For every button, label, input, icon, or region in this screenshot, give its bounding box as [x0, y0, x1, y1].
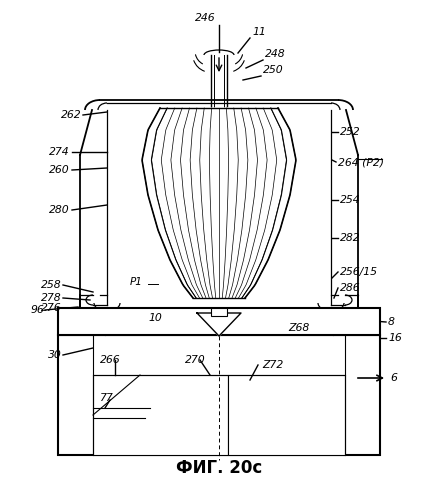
Text: P1: P1 — [130, 277, 143, 287]
Text: 250: 250 — [263, 65, 284, 75]
Text: 6: 6 — [390, 373, 397, 383]
Text: Z72: Z72 — [262, 360, 283, 370]
Text: 8: 8 — [388, 317, 395, 327]
Text: 254: 254 — [340, 195, 360, 205]
Text: 266: 266 — [100, 355, 120, 365]
Text: 30: 30 — [48, 350, 62, 360]
Text: 262: 262 — [61, 110, 82, 120]
Text: 10: 10 — [148, 313, 162, 323]
Polygon shape — [142, 108, 296, 298]
Text: 248: 248 — [265, 49, 286, 59]
Bar — [58, 335, 380, 455]
Text: 270: 270 — [185, 355, 205, 365]
Text: 256/15: 256/15 — [340, 267, 378, 277]
Text: 274: 274 — [49, 147, 70, 157]
Bar — [58, 308, 380, 335]
Text: 96: 96 — [30, 305, 44, 315]
Bar — [93, 375, 228, 455]
Text: 246: 246 — [194, 13, 215, 23]
Text: 282: 282 — [340, 233, 360, 243]
Polygon shape — [197, 313, 241, 336]
Text: 280: 280 — [49, 205, 70, 215]
Text: 260: 260 — [49, 165, 70, 175]
Text: ФИГ. 20c: ФИГ. 20c — [176, 459, 262, 477]
Text: Z68: Z68 — [288, 323, 309, 333]
Text: 258: 258 — [41, 280, 62, 290]
Text: 276: 276 — [41, 303, 62, 313]
Bar — [211, 308, 227, 316]
Text: 264 (P2): 264 (P2) — [338, 157, 384, 167]
Text: 252: 252 — [340, 127, 360, 137]
Text: 16: 16 — [388, 333, 402, 343]
Text: 286: 286 — [340, 283, 360, 293]
Text: 11: 11 — [252, 27, 266, 37]
Bar — [228, 375, 345, 455]
Text: 278: 278 — [41, 293, 62, 303]
Text: 77: 77 — [100, 393, 114, 403]
